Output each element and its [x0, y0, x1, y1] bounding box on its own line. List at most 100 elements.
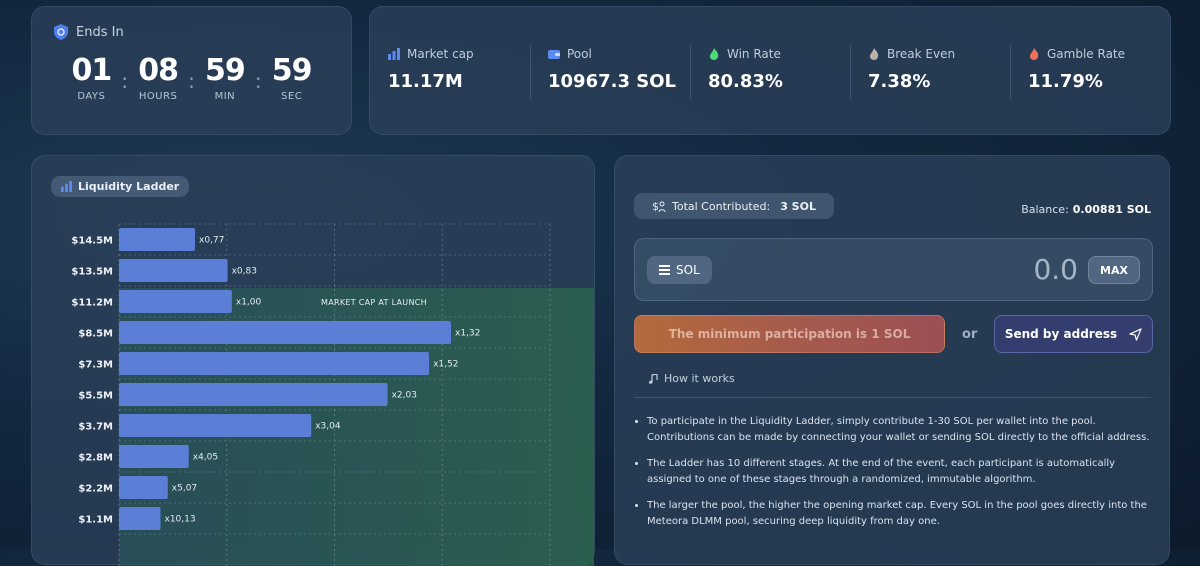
- tick-label: $14.5M: [71, 236, 113, 247]
- tick-label: $1.1M: [78, 515, 113, 526]
- stat-break-even: Break Even 7.38%: [850, 7, 1010, 134]
- liquidity-ladder-panel: $14.5M x0,77 $13.5M x0,83 $11.2M x1,00 $8.5M x1…: [31, 155, 595, 566]
- ladder-bar: [119, 507, 161, 530]
- tick-label: $8.5M: [78, 329, 113, 340]
- bar-multiplier-label: x0,77: [199, 236, 224, 246]
- tick-label: $2.8M: [78, 453, 113, 464]
- market-cap-at-launch-label: MARKET CAP AT LAUNCH: [321, 298, 427, 307]
- timer-hours-label: HOURS: [138, 91, 178, 102]
- ends-in-label: Ends In: [76, 24, 124, 40]
- bar-multiplier-label: x2,03: [392, 391, 417, 401]
- stat-label: Break Even: [887, 47, 956, 61]
- stat-label: Gamble Rate: [1047, 47, 1126, 61]
- liquidity-ladder-label: Liquidity Ladder: [78, 180, 180, 193]
- timer-sec: 59 SEC: [266, 53, 318, 103]
- total-contributed-value: 3 SOL: [780, 199, 816, 213]
- stat-pool: Pool 10967.3 SOL: [530, 7, 690, 134]
- ladder-bar: [119, 476, 168, 499]
- bar-multiplier-label: x3,04: [315, 422, 341, 432]
- total-contributed-label: Total Contributed:: [672, 199, 771, 213]
- timer-days-label: DAYS: [77, 91, 106, 102]
- shield-icon: [54, 24, 68, 40]
- total-contributed-chip: $ Total Contributed: 3 SOL: [634, 193, 834, 219]
- ladder-bar: [119, 383, 388, 406]
- ladder-bar: [119, 414, 312, 437]
- music-note-icon: [649, 373, 658, 384]
- tick-label: $7.3M: [78, 360, 113, 371]
- divider: [634, 397, 1151, 398]
- timer-min-value: 59: [205, 53, 246, 88]
- stat-value: 7.38%: [868, 71, 931, 92]
- tick-label: $13.5M: [71, 267, 113, 278]
- bar-multiplier-label: x5,07: [172, 484, 197, 494]
- flame-red-icon: [1029, 48, 1039, 60]
- wallet-icon: [548, 50, 560, 59]
- ladder-bar: [119, 352, 430, 375]
- balance-value: 0.00881 SOL: [1072, 203, 1151, 216]
- amount-input[interactable]: 0.0: [1033, 253, 1078, 286]
- timer-hours-value: 08: [138, 53, 179, 88]
- stat-label: Pool: [567, 47, 592, 61]
- balance: Balance: 0.00881 SOL: [1021, 203, 1151, 216]
- stat-label: Win Rate: [727, 47, 781, 61]
- timer-sec-label: SEC: [281, 91, 303, 102]
- or-label: or: [962, 327, 978, 342]
- bar-multiplier-label: x1,52: [433, 360, 458, 370]
- tick-label: $3.7M: [78, 422, 113, 433]
- min-participation-button[interactable]: The minimum participation is 1 SOL: [634, 315, 945, 353]
- countdown-panel: Ends In 01 DAYS : 08 HOURS : 59 MIN : 59…: [31, 6, 352, 135]
- ladder-bar: [119, 445, 189, 468]
- timer-separator: :: [254, 69, 262, 93]
- how-it-works-link[interactable]: How it works: [648, 372, 735, 385]
- ladder-bar: [119, 228, 196, 251]
- flame-green-icon: [709, 48, 719, 60]
- stat-label: Market cap: [407, 47, 474, 61]
- how-it-works-label: How it works: [664, 372, 735, 385]
- tick-label: $2.2M: [78, 484, 113, 495]
- info-item: The larger the pool, the higher the open…: [647, 498, 1152, 530]
- info-item: The Ladder has 10 different stages. At t…: [647, 456, 1152, 488]
- chart-bars-icon: [388, 48, 400, 60]
- token-selector[interactable]: SOL: [647, 256, 712, 284]
- ladder-bar: [119, 259, 228, 282]
- tick-label: $5.5M: [78, 391, 113, 402]
- flame-gray-icon: [869, 48, 879, 60]
- amount-input-box[interactable]: SOL 0.0 MAX: [634, 238, 1153, 301]
- chart-bars-icon: [61, 181, 72, 192]
- timer-sec-value: 59: [271, 53, 313, 88]
- timer-hours: 08 HOURS: [132, 53, 184, 103]
- stat-value: 11.79%: [1028, 71, 1103, 92]
- countdown-timer: 01 DAYS : 08 HOURS : 59 MIN : 59 SEC: [32, 53, 351, 103]
- ladder-chart: $14.5M x0,77 $13.5M x0,83 $11.2M x1,00 $8.5M x1…: [71, 223, 594, 566]
- timer-min: 59 MIN: [199, 53, 251, 103]
- timer-days-value: 01: [71, 53, 113, 88]
- solana-icon: [659, 265, 670, 275]
- stat-value: 80.83%: [708, 71, 783, 92]
- timer-separator: :: [121, 69, 129, 93]
- stat-value: 11.17M: [388, 71, 463, 92]
- ladder-bar: [119, 290, 232, 313]
- info-list: To participate in the Liquidity Ladder, …: [634, 414, 1152, 540]
- timer-separator: :: [188, 69, 195, 93]
- dollar-user-icon: $: [652, 200, 666, 213]
- ladder-bar: [119, 321, 451, 344]
- bar-multiplier-label: x10,13: [165, 515, 196, 525]
- max-button[interactable]: MAX: [1088, 256, 1140, 284]
- contribute-panel: $ Total Contributed: 3 SOL Balance: 0.008…: [614, 155, 1170, 565]
- send-icon: [1129, 327, 1142, 341]
- balance-label: Balance:: [1021, 203, 1069, 216]
- bar-multiplier-label: x1,32: [455, 329, 480, 339]
- bar-multiplier-label: x1,00: [236, 298, 262, 308]
- svg-text:$: $: [652, 200, 659, 213]
- info-item: To participate in the Liquidity Ladder, …: [647, 414, 1152, 446]
- tick-label: $11.2M: [71, 298, 113, 309]
- stat-gamble-rate: Gamble Rate 11.79%: [1010, 7, 1170, 134]
- stat-win-rate: Win Rate 80.83%: [690, 7, 850, 134]
- timer-min-label: MIN: [214, 91, 236, 102]
- bar-multiplier-label: x4,05: [193, 453, 218, 463]
- ends-in-header: Ends In: [54, 24, 124, 40]
- stats-panel: Market cap 11.17M Pool 10967.3 SOL Win R…: [369, 6, 1171, 135]
- bar-multiplier-label: x0,83: [232, 267, 257, 277]
- stat-market-cap: Market cap 11.17M: [370, 7, 530, 134]
- send-by-address-button[interactable]: Send by address: [994, 315, 1153, 353]
